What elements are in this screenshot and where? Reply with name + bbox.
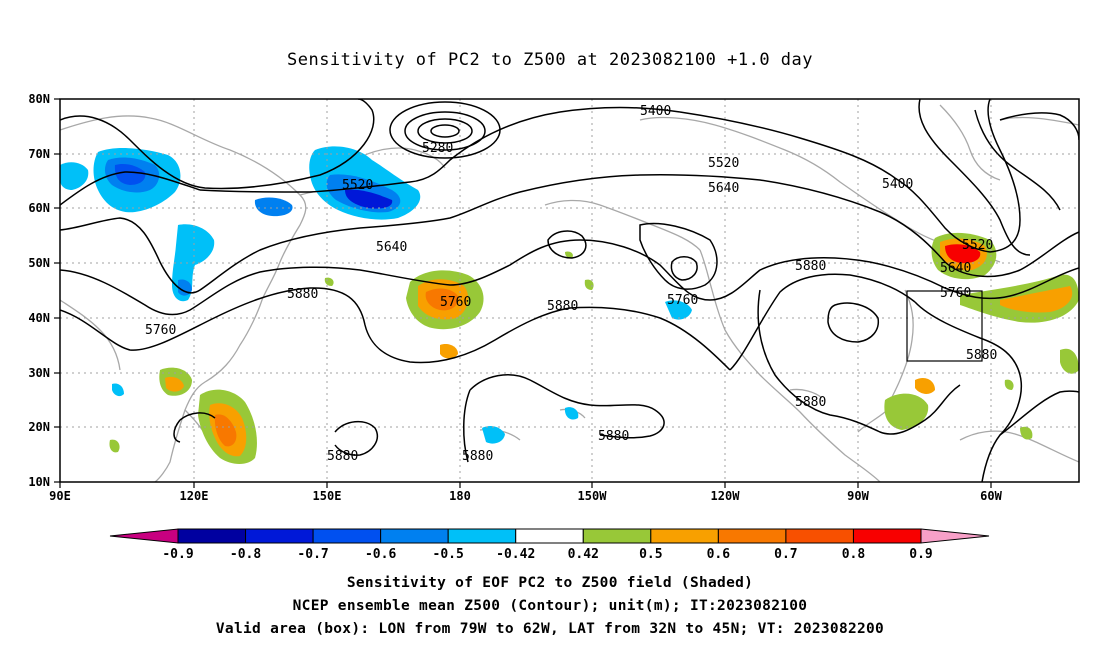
plot-frame xyxy=(59,98,1080,483)
contour-label: 5880 xyxy=(795,259,826,274)
colorbar-label: 0.6 xyxy=(707,547,731,562)
contour-label: 5880 xyxy=(547,299,578,314)
colorbar-box xyxy=(447,528,517,544)
contour-label: 5880 xyxy=(287,287,318,302)
caption-contour: NCEP ensemble mean Z500 (Contour); unit(… xyxy=(292,598,808,614)
lat-label: 40N xyxy=(28,311,50,325)
colorbar-box xyxy=(515,528,584,544)
contour-label: 5880 xyxy=(462,449,493,464)
colorbar-box xyxy=(245,528,314,544)
contour-label: 5880 xyxy=(598,429,629,444)
colorbar-label: -0.42 xyxy=(496,547,535,562)
colorbar-label: 0.42 xyxy=(568,547,599,562)
lat-label: 70N xyxy=(28,147,50,161)
valid-area-box xyxy=(906,290,983,362)
contour-label: 5520 xyxy=(962,238,993,253)
contour-label: 5760 xyxy=(440,295,471,310)
lon-label: 90W xyxy=(847,489,869,503)
contour-label: 5760 xyxy=(145,323,176,338)
lat-label: 60N xyxy=(28,201,50,215)
colorbar-box xyxy=(785,528,854,544)
colorbar-label: -0.9 xyxy=(162,547,193,562)
tick-marks xyxy=(54,98,992,488)
contour-label: 5760 xyxy=(667,293,698,308)
lat-label: 10N xyxy=(28,475,50,489)
lon-label: 120W xyxy=(711,489,741,503)
colorbar-label: 0.9 xyxy=(909,547,932,562)
contour-label: 5880 xyxy=(795,395,826,410)
contour-label: 5520 xyxy=(708,156,739,171)
lon-labels: 90E 120E 150E 180 150W 120W 90W 60W xyxy=(49,489,1002,503)
lat-label: 80N xyxy=(28,92,50,106)
lon-label: 60W xyxy=(980,489,1002,503)
contour-label: 5400 xyxy=(882,177,913,192)
contour-label: 5520 xyxy=(342,178,373,193)
caption-shading: Sensitivity of EOF PC2 to Z500 field (Sh… xyxy=(346,575,754,591)
contour-labels: 5400 5280 5520 5640 5400 5520 5640 5520 … xyxy=(145,104,997,464)
lon-label: 90E xyxy=(49,489,71,503)
map-title: Sensitivity of PC2 to Z500 at 2023082100… xyxy=(286,50,813,70)
colorbar-labels: -0.9 -0.8 -0.7 -0.6 -0.5 -0.42 0.42 0.5 0.6 0.7 0.… xyxy=(162,547,932,562)
contour-label: 5640 xyxy=(708,181,739,196)
contour-label: 5280 xyxy=(422,141,453,156)
colorbar-box xyxy=(650,528,719,544)
lon-label: 150W xyxy=(578,489,608,503)
lat-label: 50N xyxy=(28,256,50,270)
colorbar-label: -0.7 xyxy=(297,547,328,562)
colorbar-box xyxy=(380,528,449,544)
map-plot-area: 5400 5280 5520 5640 5400 5520 5640 5520 … xyxy=(60,99,1079,482)
contour-label: 5760 xyxy=(940,286,971,301)
colorbar-label: 0.7 xyxy=(774,547,797,562)
caption-valid-area: Valid area (box): LON from 79W to 62W, L… xyxy=(215,621,885,637)
lat-labels: 80N 70N 60N 50N 40N 30N 20N 10N xyxy=(28,92,50,489)
contour-label: 5640 xyxy=(940,261,971,276)
contour-label: 5640 xyxy=(376,240,407,255)
colorbar-high-end xyxy=(920,528,990,544)
colorbar-boxes xyxy=(177,528,922,544)
positive-shading xyxy=(109,232,1079,464)
lon-label: 180 xyxy=(449,489,471,503)
colorbar-label: -0.5 xyxy=(433,547,464,562)
colorbar-box xyxy=(177,528,247,544)
lat-label: 20N xyxy=(28,420,50,434)
grid-lines xyxy=(60,99,1079,482)
lon-label: 150E xyxy=(313,489,342,503)
negative-shading xyxy=(60,146,692,444)
colorbar-box xyxy=(312,528,382,544)
contour-label: 5880 xyxy=(966,348,997,363)
shaded-sensitivity xyxy=(60,146,1079,464)
colorbar-label: 0.8 xyxy=(842,547,866,562)
colorbar-box xyxy=(852,528,922,544)
colorbar-label: 0.5 xyxy=(639,547,662,562)
colorbar-low-end xyxy=(109,528,179,544)
colorbar: -0.9 -0.8 -0.7 -0.6 -0.5 -0.42 0.42 0.5 0.6 0.7 0.… xyxy=(109,528,990,562)
contour-label: 5400 xyxy=(640,104,671,119)
lat-label: 30N xyxy=(28,366,50,380)
colorbar-label: -0.8 xyxy=(230,547,261,562)
colorbar-box xyxy=(717,528,787,544)
contour-label: 5880 xyxy=(327,449,358,464)
z500-contours xyxy=(60,99,1079,482)
lon-label: 120E xyxy=(180,489,209,503)
colorbar-label: -0.6 xyxy=(365,547,396,562)
colorbar-box xyxy=(582,528,652,544)
